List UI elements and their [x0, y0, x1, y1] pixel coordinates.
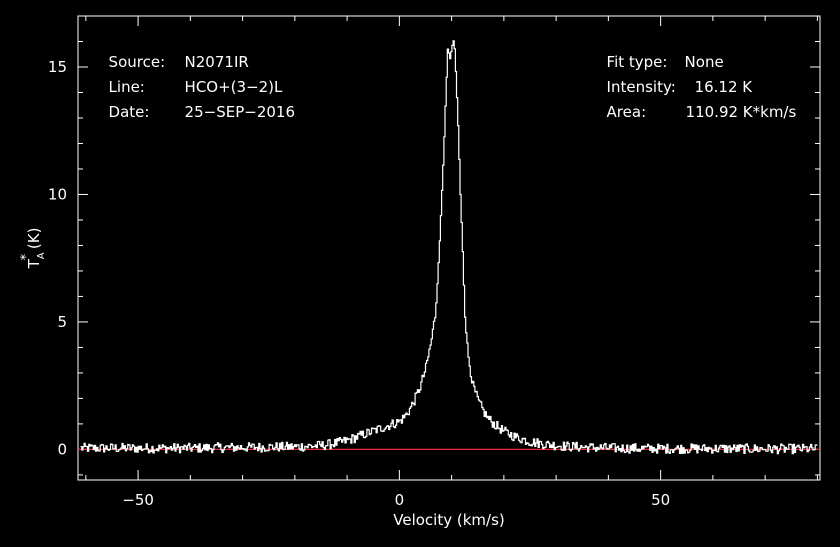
x-tick-label: 50	[651, 491, 670, 509]
area-label: Area:	[606, 103, 647, 121]
line-value: HCO+(3−2)L	[184, 78, 283, 96]
fit-type-label: Fit type:	[606, 53, 668, 71]
x-tick-label: 0	[395, 491, 405, 509]
date-row: Date: 25−SEP−2016	[99, 85, 295, 121]
intensity-row: Intensity: 16.12 K	[597, 60, 753, 96]
area-row: Area: 110.92 K*km/s	[597, 85, 797, 121]
fit-type-value: None	[684, 53, 724, 71]
x-tick-label: −50	[122, 491, 154, 509]
source-label: Source:	[108, 53, 166, 71]
spectrum-series	[80, 40, 818, 455]
svg-text:TA* (K): TA* (K)	[19, 228, 47, 270]
line-row: Line: HCO+(3−2)L	[99, 60, 283, 96]
y-axis-label: TA* (K)	[19, 228, 47, 270]
plot-frame	[77, 15, 821, 481]
fit-type-row: Fit type: None	[597, 35, 724, 71]
area-value: 110.92 K*km/s	[685, 103, 797, 121]
source-row: Source: N2071IR	[99, 35, 249, 71]
y-tick-label: 15	[48, 58, 67, 76]
y-tick-label: 0	[57, 440, 67, 458]
y-tick-label: 5	[57, 313, 67, 331]
line-label: Line:	[108, 78, 145, 96]
intensity-label: Intensity:	[606, 78, 676, 96]
date-label: Date:	[108, 103, 150, 121]
y-tick-label: 10	[48, 185, 67, 203]
date-value: 25−SEP−2016	[184, 103, 295, 121]
intensity-value: 16.12 K	[694, 78, 753, 96]
x-axis-label: Velocity (km/s)	[393, 511, 504, 529]
source-value: N2071IR	[184, 53, 249, 71]
